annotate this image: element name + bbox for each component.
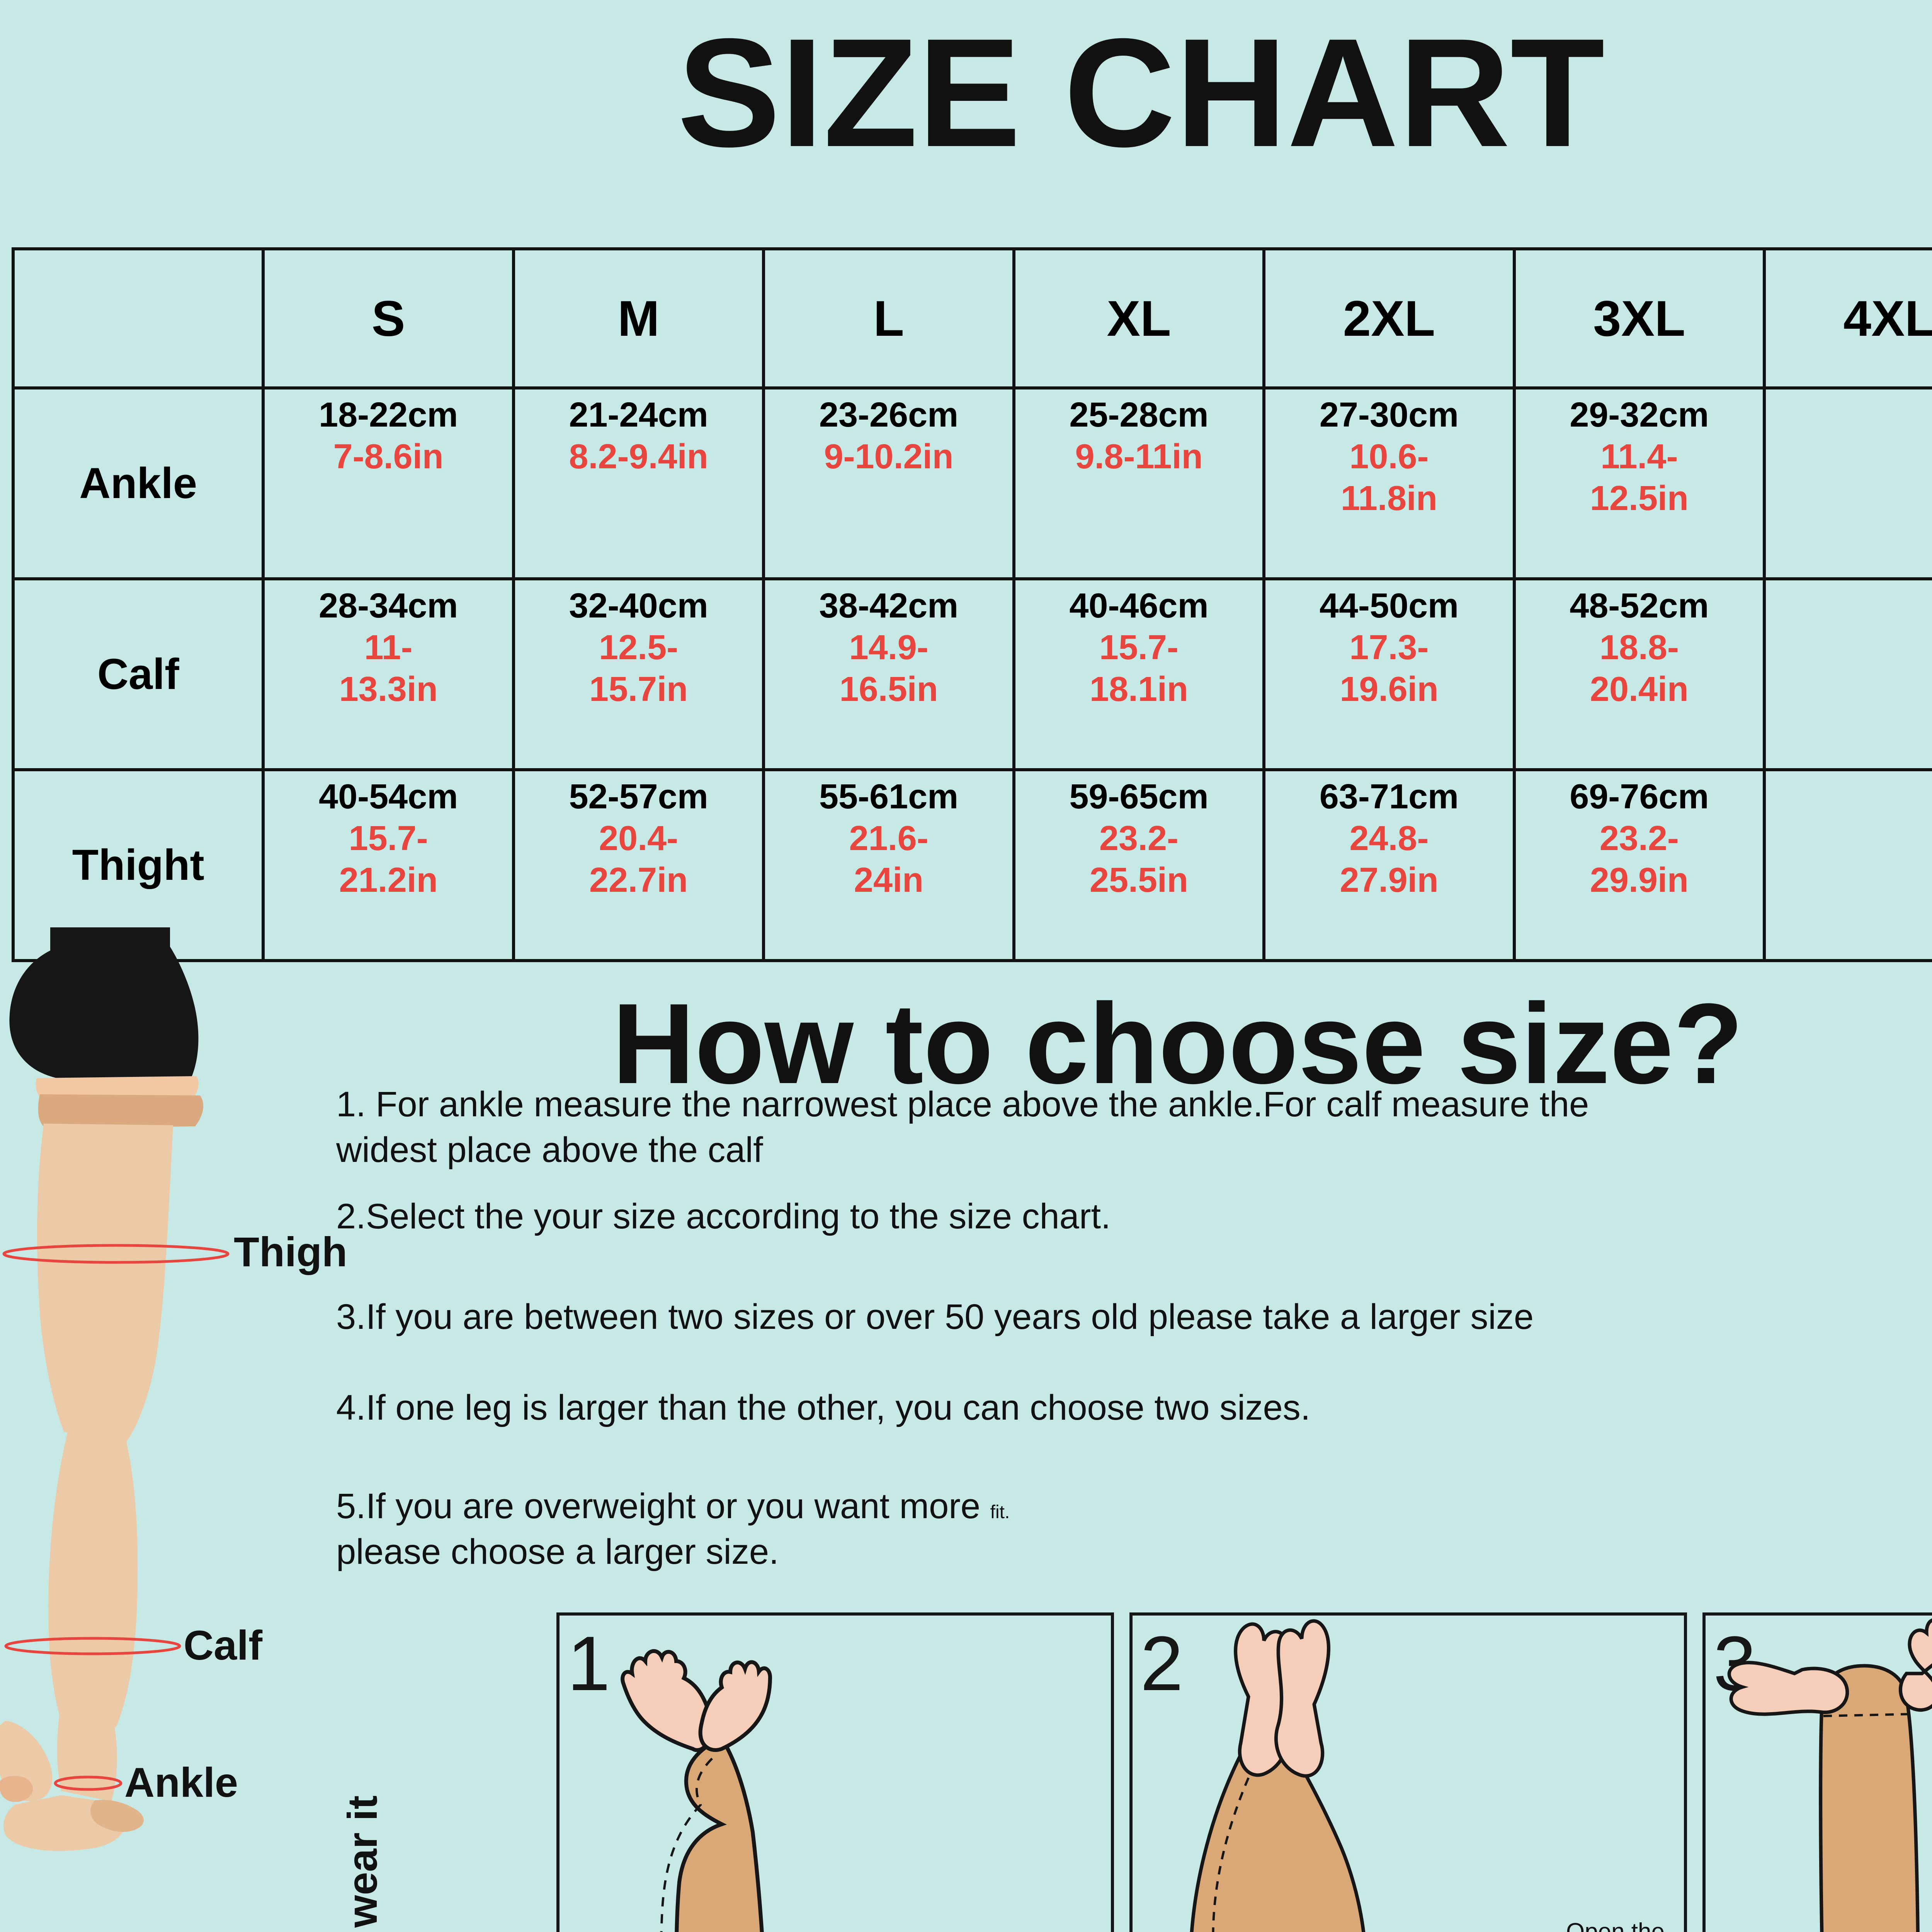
svg-text:Ankle: Ankle	[124, 1759, 238, 1806]
svg-text:Calf: Calf	[184, 1622, 263, 1668]
svg-text:Thigh: Thigh	[234, 1228, 347, 1275]
